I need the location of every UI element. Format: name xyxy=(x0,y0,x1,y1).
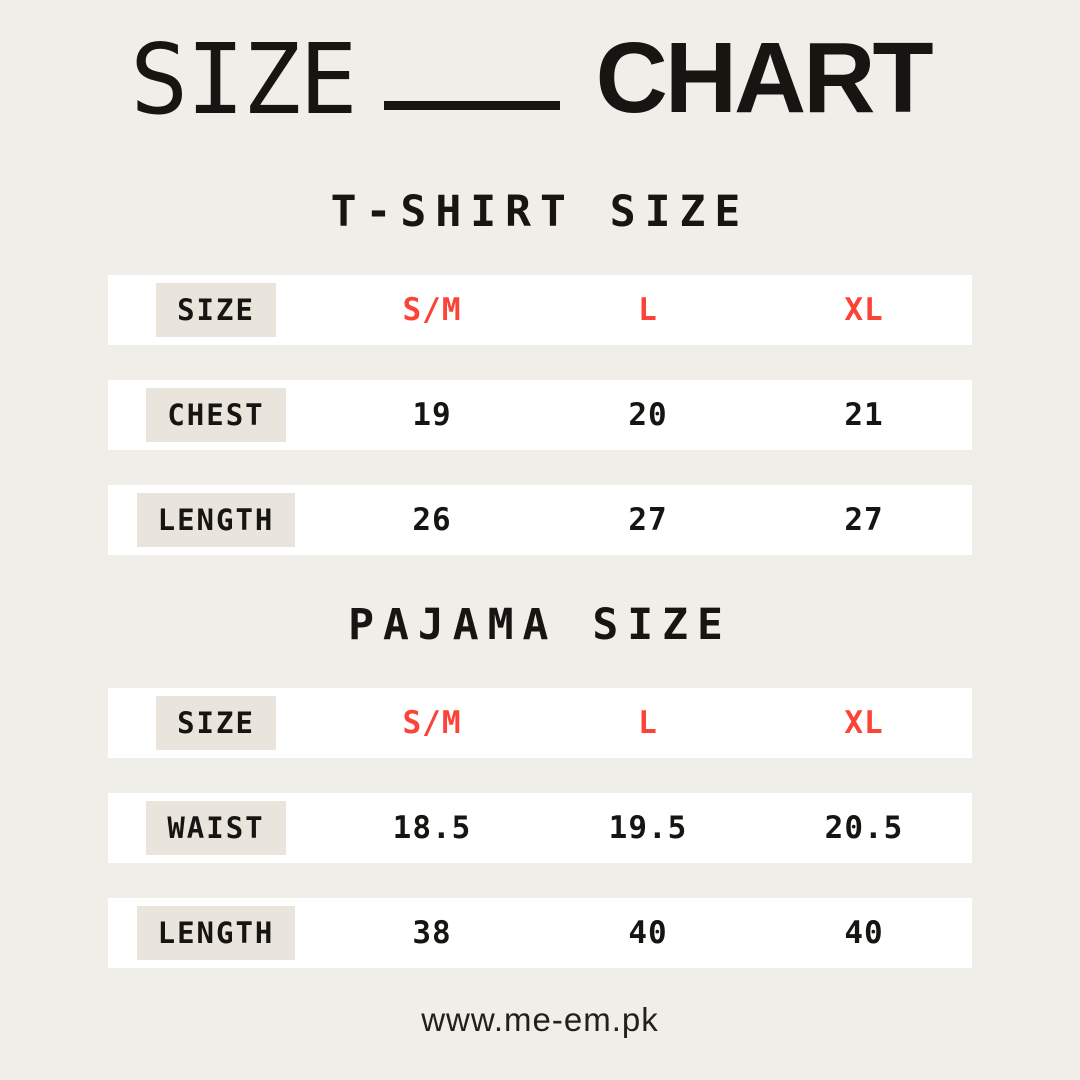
row-value: S/M xyxy=(402,292,462,328)
table-heading: T-SHIRT SIZE xyxy=(330,187,750,237)
row-label-cell: CHEST xyxy=(108,388,324,442)
row-label: WAIST xyxy=(146,801,286,855)
row-value: 20.5 xyxy=(824,810,904,846)
row-value: 38 xyxy=(412,915,452,951)
row-label-cell: SIZE xyxy=(108,283,324,337)
size-table: T-SHIRT SIZE SIZE S/M L XL CHEST 19 20 21 LENGTH 2… xyxy=(0,187,1080,555)
row-value: 21 xyxy=(844,397,884,433)
title-word-chart: CHART xyxy=(595,22,934,134)
website-url: www.me-em.pk xyxy=(421,1001,659,1038)
title-word-size: SIZE xyxy=(130,23,358,137)
row-value: XL xyxy=(844,705,884,741)
table-row: LENGTH 26 27 27 xyxy=(108,485,972,555)
table-heading: PAJAMA SIZE xyxy=(348,600,732,650)
row-value: 19.5 xyxy=(608,810,688,846)
row-label: CHEST xyxy=(146,388,286,442)
row-value: L xyxy=(638,705,658,741)
row-value: 27 xyxy=(628,502,668,538)
row-label: LENGTH xyxy=(136,493,296,547)
row-value: 40 xyxy=(844,915,884,951)
table-row: CHEST 19 20 21 xyxy=(108,380,972,450)
row-value: 27 xyxy=(844,502,884,538)
row-value: 26 xyxy=(412,502,452,538)
row-value: 19 xyxy=(412,397,452,433)
table-row: SIZE S/M L XL xyxy=(108,275,972,345)
row-label: SIZE xyxy=(156,696,276,750)
table-row: WAIST 18.5 19.5 20.5 xyxy=(108,793,972,863)
row-label-cell: LENGTH xyxy=(108,493,324,547)
row-value: XL xyxy=(844,292,884,328)
row-value: L xyxy=(638,292,658,328)
row-value: 20 xyxy=(628,397,668,433)
title-underscore-line xyxy=(383,101,560,110)
page-title: SIZE CHART xyxy=(130,26,1080,131)
size-tables: T-SHIRT SIZE SIZE S/M L XL CHEST 19 20 21 LENGTH 2… xyxy=(0,187,1080,968)
table-row: LENGTH 38 40 40 xyxy=(108,898,972,968)
row-value: 40 xyxy=(628,915,668,951)
row-label: SIZE xyxy=(156,283,276,337)
row-value: S/M xyxy=(402,705,462,741)
row-value: 18.5 xyxy=(392,810,472,846)
size-table: PAJAMA SIZE SIZE S/M L XL WAIST 18.5 19.5 20.5 LE… xyxy=(0,600,1080,968)
row-label-cell: WAIST xyxy=(108,801,324,855)
row-label: LENGTH xyxy=(136,906,296,960)
table-row: SIZE S/M L XL xyxy=(108,688,972,758)
row-label-cell: SIZE xyxy=(108,696,324,750)
row-label-cell: LENGTH xyxy=(108,906,324,960)
